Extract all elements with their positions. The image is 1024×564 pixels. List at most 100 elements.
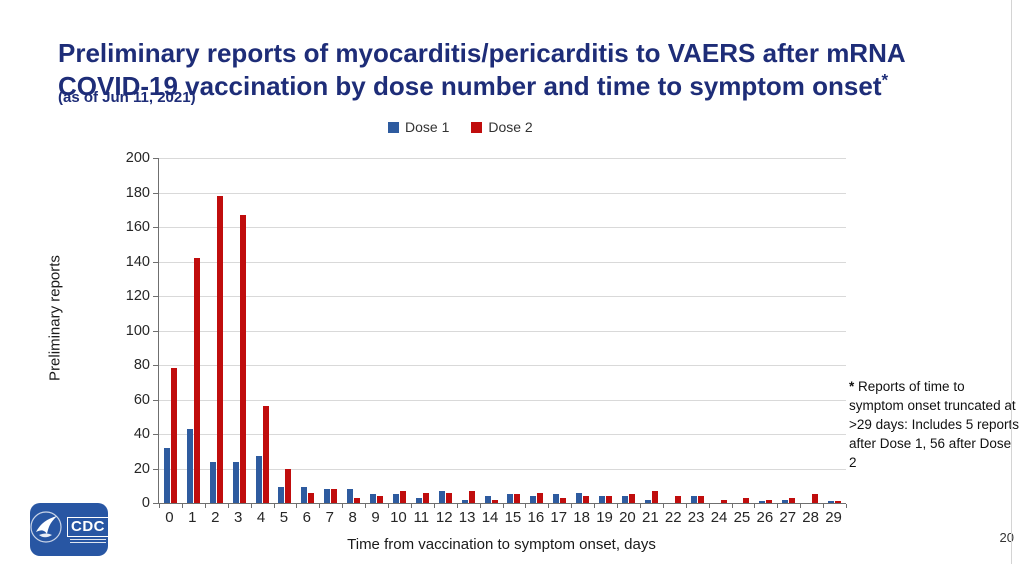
bar-dose2-day-19	[606, 496, 613, 503]
x-tick-mark	[548, 504, 550, 508]
x-tick-label-1: 1	[188, 509, 197, 526]
slide-title: Preliminary reports of myocarditis/peric…	[58, 37, 998, 103]
y-tick-mark	[153, 365, 158, 366]
x-tick-mark	[800, 504, 802, 508]
gridline-y-180	[159, 192, 846, 194]
x-tick-label-21: 21	[642, 509, 659, 526]
bar-dose1-day-11	[415, 497, 422, 503]
bar-dose2-day-5	[285, 468, 292, 503]
bar-dose1-day-20	[621, 496, 628, 503]
x-tick-label-7: 7	[325, 509, 334, 526]
bar-dose2-day-4	[262, 406, 269, 503]
footnote-text: Reports of time to symptom onset truncat…	[849, 379, 1019, 470]
y-tick-label-180: 180	[125, 184, 150, 201]
bar-dose2-day-22	[674, 496, 681, 503]
cdc-tagline-line	[70, 541, 106, 543]
bar-dose1-day-19	[599, 496, 606, 503]
bar-dose1-day-26	[759, 501, 766, 503]
x-tick-mark	[410, 504, 412, 508]
bar-dose1-day-3	[232, 461, 239, 503]
legend-label-dose1: Dose 1	[405, 119, 450, 135]
bar-dose1-day-6	[301, 487, 308, 503]
x-tick-mark	[365, 504, 367, 508]
y-tick-mark	[153, 434, 158, 435]
bar-dose2-day-6	[308, 492, 315, 503]
bar-dose2-day-27	[789, 497, 796, 503]
x-tick-mark	[777, 504, 779, 508]
legend-label-dose2: Dose 2	[488, 119, 533, 135]
x-tick-label-5: 5	[279, 509, 289, 526]
x-tick-mark	[731, 504, 733, 508]
bar-dose2-day-8	[354, 497, 361, 503]
gridline-y-100	[159, 330, 846, 332]
y-tick-mark	[153, 296, 158, 297]
dose1-swatch-icon	[388, 121, 399, 133]
hhs-eagle-icon	[29, 507, 63, 552]
bar-dose1-day-9	[370, 494, 377, 503]
gridline-y-20	[159, 468, 846, 470]
bar-dose2-day-29	[835, 501, 842, 503]
slide-title-line1: Preliminary reports of myocarditis/peric…	[58, 38, 905, 69]
bar-dose2-day-18	[583, 496, 590, 503]
bar-dose2-day-0	[170, 368, 177, 503]
bar-dose2-day-20	[628, 494, 635, 503]
gridline-y-60	[159, 399, 846, 401]
bar-dose2-day-11	[422, 492, 429, 503]
bar-dose1-day-14	[484, 496, 491, 503]
x-tick-label-16: 16	[527, 509, 545, 526]
y-tick-mark	[153, 261, 158, 263]
x-axis-title: Time from vaccination to symptom onset, …	[347, 536, 656, 553]
y-tick-label-80: 80	[133, 357, 150, 373]
y-tick-label-0: 0	[141, 495, 150, 511]
slide-subtitle-date: (as of Jun 11, 2021)	[58, 89, 196, 106]
bar-dose2-day-2	[216, 195, 223, 503]
bar-dose2-day-1	[193, 258, 200, 503]
gridline-y-40	[159, 434, 846, 435]
title-asterisk: *	[881, 70, 889, 90]
x-tick-label-27: 27	[779, 509, 797, 526]
bar-dose2-day-14	[491, 499, 498, 503]
x-tick-mark	[433, 504, 435, 508]
bar-dose2-day-7	[331, 489, 338, 503]
bar-dose1-day-1	[186, 428, 193, 503]
x-tick-mark	[296, 504, 298, 508]
x-tick-label-18: 18	[573, 509, 590, 526]
bar-dose1-day-27	[782, 499, 789, 503]
x-tick-mark	[204, 504, 206, 508]
bar-dose1-day-18	[576, 492, 583, 503]
x-tick-label-17: 17	[550, 509, 568, 526]
bar-dose2-day-12	[445, 492, 452, 503]
bar-dose2-day-25	[743, 497, 750, 503]
x-tick-label-25: 25	[733, 509, 751, 526]
slide-page-number: 20	[999, 530, 1014, 545]
x-tick-label-20: 20	[619, 509, 636, 526]
x-tick-mark	[617, 504, 618, 508]
y-tick-label-60: 60	[133, 391, 150, 408]
bar-dose2-day-24	[720, 499, 727, 503]
x-tick-mark	[571, 504, 573, 508]
bar-dose2-day-28	[812, 494, 819, 503]
slide-right-edge-divider	[1011, 0, 1012, 564]
x-tick-mark	[823, 504, 825, 508]
x-tick-mark	[502, 504, 504, 508]
x-tick-mark	[594, 504, 596, 508]
x-tick-mark	[525, 504, 527, 508]
bar-dose1-day-17	[553, 494, 560, 503]
y-tick-mark	[153, 192, 158, 194]
gridline-y-160	[159, 227, 846, 228]
bar-dose2-day-10	[399, 490, 406, 503]
x-tick-label-22: 22	[664, 509, 682, 526]
x-tick-label-26: 26	[756, 509, 774, 526]
x-tick-label-24: 24	[710, 509, 728, 526]
bar-dose2-day-3	[239, 214, 246, 503]
footnote-asterisk: *	[849, 379, 855, 394]
gridline-y-140	[159, 261, 846, 263]
x-tick-mark	[159, 504, 160, 508]
bar-dose1-day-23	[690, 496, 697, 503]
legend-item-dose1: Dose 1	[388, 119, 449, 135]
y-axis-tick-labels: 0 20 40 60 80 100 120 140 160 180 200	[106, 150, 150, 511]
x-tick-mark	[479, 504, 481, 508]
x-tick-label-28: 28	[802, 509, 819, 526]
x-tick-label-19: 19	[596, 509, 613, 526]
